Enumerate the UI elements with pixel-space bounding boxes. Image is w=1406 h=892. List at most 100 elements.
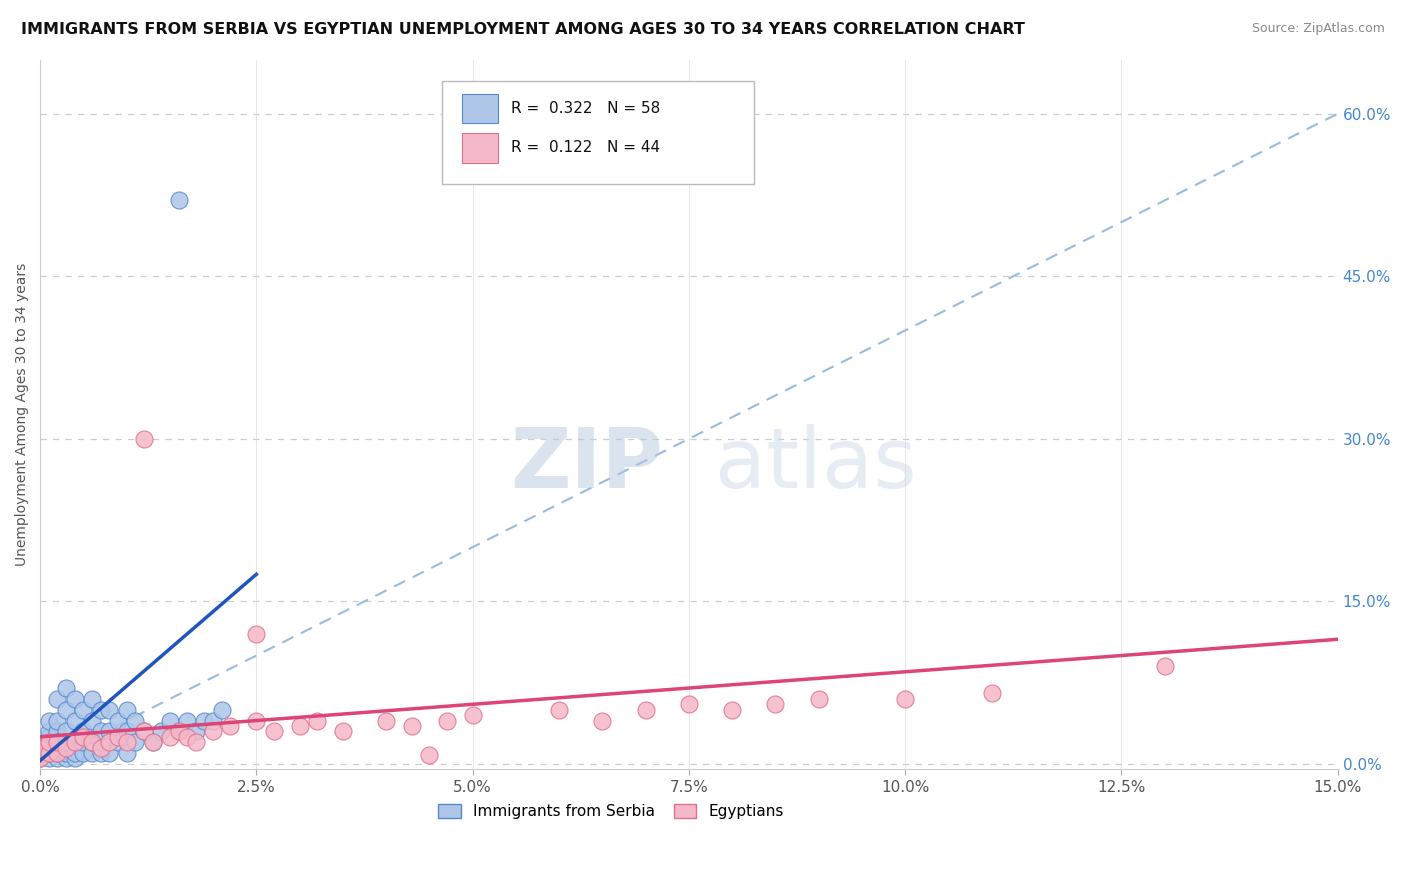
Point xyxy=(72,735,94,749)
Point xyxy=(63,746,86,760)
Point xyxy=(142,735,165,749)
Point xyxy=(980,686,1002,700)
Point xyxy=(38,740,60,755)
Point xyxy=(30,751,52,765)
Point xyxy=(332,724,354,739)
Bar xyxy=(461,94,498,123)
Text: R =  0.122   N = 44: R = 0.122 N = 44 xyxy=(512,140,661,155)
Point xyxy=(46,714,69,728)
Point xyxy=(98,703,121,717)
Point xyxy=(219,719,242,733)
Point xyxy=(634,703,657,717)
Point xyxy=(38,735,60,749)
Point xyxy=(46,746,69,760)
Point xyxy=(763,698,786,712)
Point xyxy=(38,746,60,760)
Point xyxy=(80,714,103,728)
Point xyxy=(38,735,60,749)
Text: R =  0.322   N = 58: R = 0.322 N = 58 xyxy=(512,101,661,116)
Point xyxy=(38,746,60,760)
Point xyxy=(184,724,207,739)
Point xyxy=(115,735,138,749)
Point xyxy=(167,194,190,208)
Point xyxy=(80,735,103,749)
Point xyxy=(55,735,77,749)
Point xyxy=(98,746,121,760)
Point xyxy=(115,724,138,739)
Point xyxy=(176,730,198,744)
Point xyxy=(721,703,744,717)
Point xyxy=(63,714,86,728)
Point xyxy=(30,751,52,765)
Point xyxy=(436,714,458,728)
Point xyxy=(107,730,129,744)
Point xyxy=(159,730,181,744)
Point xyxy=(80,735,103,749)
Point xyxy=(80,746,103,760)
Point xyxy=(46,735,69,749)
Point xyxy=(124,735,146,749)
Point xyxy=(107,735,129,749)
Point xyxy=(176,714,198,728)
Point xyxy=(167,724,190,739)
Point xyxy=(245,627,267,641)
Point xyxy=(55,740,77,755)
Point xyxy=(55,703,77,717)
Point xyxy=(202,714,225,728)
Point xyxy=(548,703,571,717)
Point xyxy=(80,691,103,706)
Point xyxy=(30,740,52,755)
Point xyxy=(461,708,484,723)
Point xyxy=(150,724,173,739)
Point xyxy=(38,714,60,728)
Point xyxy=(894,691,917,706)
Bar xyxy=(461,133,498,162)
Point xyxy=(63,735,86,749)
Point xyxy=(115,746,138,760)
Point xyxy=(30,746,52,760)
Point xyxy=(63,751,86,765)
Point xyxy=(132,724,155,739)
Point xyxy=(591,714,613,728)
Point xyxy=(90,746,112,760)
Point xyxy=(46,746,69,760)
Legend: Immigrants from Serbia, Egyptians: Immigrants from Serbia, Egyptians xyxy=(432,798,790,825)
Point xyxy=(401,719,423,733)
Point xyxy=(132,724,155,739)
Point xyxy=(46,751,69,765)
Point xyxy=(46,724,69,739)
Point xyxy=(55,746,77,760)
Point xyxy=(90,724,112,739)
Point xyxy=(193,714,215,728)
Text: ZIP: ZIP xyxy=(510,424,662,505)
Point xyxy=(305,714,328,728)
Point xyxy=(38,751,60,765)
Point xyxy=(159,714,181,728)
Point xyxy=(375,714,398,728)
Point xyxy=(418,748,440,763)
Point xyxy=(211,703,233,717)
Point xyxy=(90,703,112,717)
Point xyxy=(288,719,311,733)
Point xyxy=(124,714,146,728)
Point xyxy=(245,714,267,728)
Point xyxy=(72,730,94,744)
Point xyxy=(678,698,700,712)
Point xyxy=(98,735,121,749)
Point xyxy=(63,735,86,749)
Point xyxy=(167,724,190,739)
Point xyxy=(38,724,60,739)
Point xyxy=(55,751,77,765)
Point xyxy=(202,724,225,739)
Point xyxy=(115,703,138,717)
Point xyxy=(107,714,129,728)
Point xyxy=(55,681,77,695)
Point xyxy=(55,724,77,739)
Point xyxy=(72,746,94,760)
Point xyxy=(90,740,112,755)
FancyBboxPatch shape xyxy=(443,81,754,184)
Point xyxy=(142,735,165,749)
Point xyxy=(46,735,69,749)
Point xyxy=(72,724,94,739)
Text: IMMIGRANTS FROM SERBIA VS EGYPTIAN UNEMPLOYMENT AMONG AGES 30 TO 34 YEARS CORREL: IMMIGRANTS FROM SERBIA VS EGYPTIAN UNEMP… xyxy=(21,22,1025,37)
